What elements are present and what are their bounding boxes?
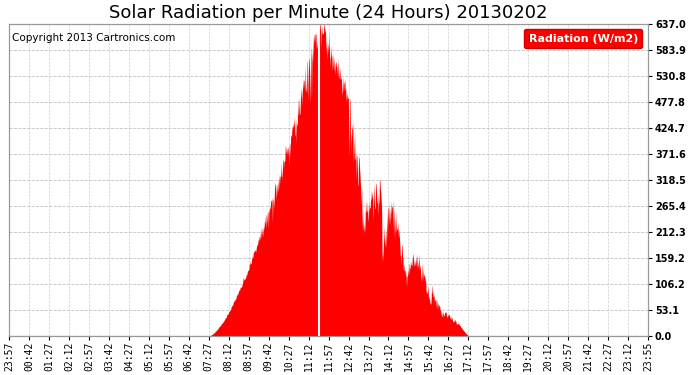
Text: Copyright 2013 Cartronics.com: Copyright 2013 Cartronics.com: [12, 33, 176, 43]
Title: Solar Radiation per Minute (24 Hours) 20130202: Solar Radiation per Minute (24 Hours) 20…: [109, 4, 548, 22]
Legend: Radiation (W/m2): Radiation (W/m2): [524, 29, 642, 48]
